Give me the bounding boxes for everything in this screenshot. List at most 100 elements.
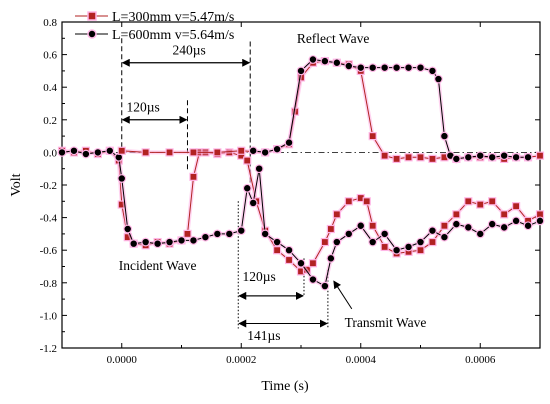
y-tick-label: -1.2 [40,343,57,355]
annotation-incident-wave: Incident Wave [119,258,197,273]
y-tick-label: 0.6 [43,50,57,62]
data-point-square [488,197,497,206]
data-point-circle [141,237,151,247]
data-point-circle [416,63,425,73]
data-point-square [189,148,198,157]
data-point-circle [117,174,127,183]
series-halo-2 [121,59,541,161]
series-halo-0 [61,148,541,274]
data-point-square [183,229,192,238]
data-point-circle [129,239,139,249]
data-point-circle [344,229,354,239]
data-point-square [404,153,413,162]
annotation-141us: 141µs [247,328,280,343]
annotation-reflect-wave: Reflect Wave [297,31,370,46]
annotation-240us: 240µs [173,43,206,58]
data-point-circle [105,146,115,156]
data-point-square [416,153,425,162]
data-point-circle [153,239,163,249]
data-point-circle [236,226,246,236]
data-point-circle [511,152,521,162]
data-point-circle [523,152,533,162]
series-line-0 [61,150,541,272]
y-tick-label: 0.8 [43,17,57,29]
legend-marker-1 [87,11,97,21]
data-point-square [284,255,294,265]
data-point-circle [392,63,402,73]
data-point-circle [165,237,174,247]
data-point-square [117,146,126,155]
data-point-square [308,259,318,268]
series-line-3 [253,59,529,160]
data-point-square [464,197,473,206]
data-point-square [189,172,198,181]
data-point-circle [248,198,258,208]
data-point-square [237,146,246,155]
data-point-circle [296,66,306,76]
data-point-circle [404,63,413,73]
data-point-circle [368,237,378,247]
data-point-square [428,237,437,247]
data-point-square [380,151,389,160]
data-point-circle [81,149,91,159]
data-point-circle [308,55,318,64]
data-point-circle [487,219,497,229]
y-tick-label: -1.0 [40,310,58,322]
data-point-circle [272,237,282,247]
series-line-2 [121,60,541,160]
y-tick-label: -0.6 [40,245,58,257]
data-point-circle [332,58,342,68]
data-point-square [213,148,222,157]
data-point-circle [487,152,497,162]
data-point-circle [200,232,210,242]
data-point-circle [254,164,264,174]
data-point-circle [326,253,336,263]
data-point-circle [434,74,443,84]
data-point-circle [224,229,234,239]
data-point-square [452,210,461,219]
data-point-square [535,151,545,160]
legend-label-1: L=300mm v=5.47m/s [112,10,234,25]
x-tick-label: 0.0002 [226,354,256,366]
data-point-circle [380,63,390,73]
data-point-circle [380,229,390,239]
data-point-circle [320,281,330,291]
annotation-transmit-wave: Transmit Wave [345,315,427,330]
data-point-square [428,154,437,164]
legend-label-2: L=600mm v=5.64m/s [112,28,234,43]
data-point-circle [475,151,485,161]
data-point-circle [356,221,366,231]
y-tick-label: -0.8 [40,278,58,290]
data-point-circle [123,224,133,234]
data-point-circle [428,226,437,236]
data-point-circle [189,236,198,245]
x-tick-label: 0.0006 [465,354,496,366]
y-tick-label: 0.2 [43,115,57,127]
data-point-circle [284,245,294,255]
data-point-circle [535,216,545,226]
data-point-square [500,210,509,219]
transmit-wave-arrow [333,280,353,310]
data-point-circle [440,131,449,141]
data-point-square [380,242,389,252]
data-point-circle [212,229,222,239]
data-point-circle [392,245,402,255]
data-point-circle [428,66,437,76]
data-point-square [368,221,377,230]
x-tick-label: 0.0000 [107,354,138,366]
data-point-circle [463,152,473,162]
data-point-square [511,202,521,211]
data-point-square [368,132,377,141]
series-line-1 [61,150,541,287]
data-point-circle [332,237,342,247]
data-point-circle [511,216,521,226]
data-point-circle [523,221,533,231]
data-point-circle [404,242,413,252]
data-point-square [320,237,329,247]
data-point-circle [272,144,282,154]
data-point-square [344,197,353,206]
data-point-circle [260,147,270,157]
data-point-square [165,148,174,157]
data-point-circle [242,183,252,193]
